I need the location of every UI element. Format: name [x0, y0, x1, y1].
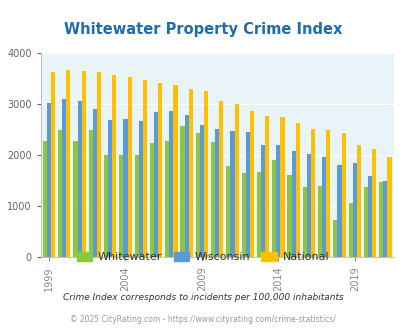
Bar [93, 109, 97, 257]
Bar [276, 145, 280, 257]
Bar [112, 75, 116, 257]
Text: Whitewater Property Crime Index: Whitewater Property Crime Index [64, 22, 341, 37]
Bar [77, 101, 81, 257]
Bar [326, 130, 330, 257]
Bar [43, 141, 47, 257]
Bar [88, 130, 93, 257]
Bar [363, 187, 367, 257]
Bar [58, 130, 62, 257]
Bar [264, 116, 269, 257]
Bar [66, 70, 70, 257]
Bar [199, 125, 203, 257]
Bar [322, 157, 326, 257]
Bar [195, 133, 199, 257]
Bar [165, 141, 169, 257]
Bar [356, 145, 360, 257]
Bar [367, 176, 371, 257]
Bar [173, 85, 177, 257]
Legend: Whitewater, Wisconsin, National: Whitewater, Wisconsin, National [72, 248, 333, 267]
Bar [188, 89, 192, 257]
Bar [280, 117, 284, 257]
Bar [226, 166, 230, 257]
Bar [62, 99, 66, 257]
Bar [180, 126, 184, 257]
Bar [341, 133, 345, 257]
Bar [302, 187, 306, 257]
Bar [378, 182, 382, 257]
Text: © 2025 CityRating.com - https://www.cityrating.com/crime-statistics/: © 2025 CityRating.com - https://www.city… [70, 315, 335, 324]
Bar [348, 203, 352, 257]
Text: Crime Index corresponds to incidents per 100,000 inhabitants: Crime Index corresponds to incidents per… [62, 293, 343, 302]
Bar [271, 160, 276, 257]
Bar [291, 151, 295, 257]
Bar [306, 154, 310, 257]
Bar [169, 111, 173, 257]
Bar [73, 141, 77, 257]
Bar [382, 181, 386, 257]
Bar [51, 72, 55, 257]
Bar [127, 77, 131, 257]
Bar [108, 120, 112, 257]
Bar [371, 149, 375, 257]
Bar [149, 143, 153, 257]
Bar [143, 80, 147, 257]
Bar [119, 154, 123, 257]
Bar [333, 220, 337, 257]
Bar [295, 123, 299, 257]
Bar [352, 163, 356, 257]
Bar [245, 132, 249, 257]
Bar [317, 186, 322, 257]
Bar [249, 111, 254, 257]
Bar [219, 101, 223, 257]
Bar [123, 119, 127, 257]
Bar [203, 91, 208, 257]
Bar [134, 155, 139, 257]
Bar [153, 112, 158, 257]
Bar [184, 115, 188, 257]
Bar [139, 121, 143, 257]
Bar [215, 129, 219, 257]
Bar [158, 83, 162, 257]
Bar [260, 145, 264, 257]
Bar [81, 71, 85, 257]
Bar [104, 154, 108, 257]
Bar [310, 128, 314, 257]
Bar [287, 175, 291, 257]
Bar [256, 172, 260, 257]
Bar [337, 165, 341, 257]
Bar [97, 72, 101, 257]
Bar [47, 103, 51, 257]
Bar [241, 173, 245, 257]
Bar [234, 105, 238, 257]
Bar [230, 131, 234, 257]
Bar [211, 142, 215, 257]
Bar [386, 157, 391, 257]
